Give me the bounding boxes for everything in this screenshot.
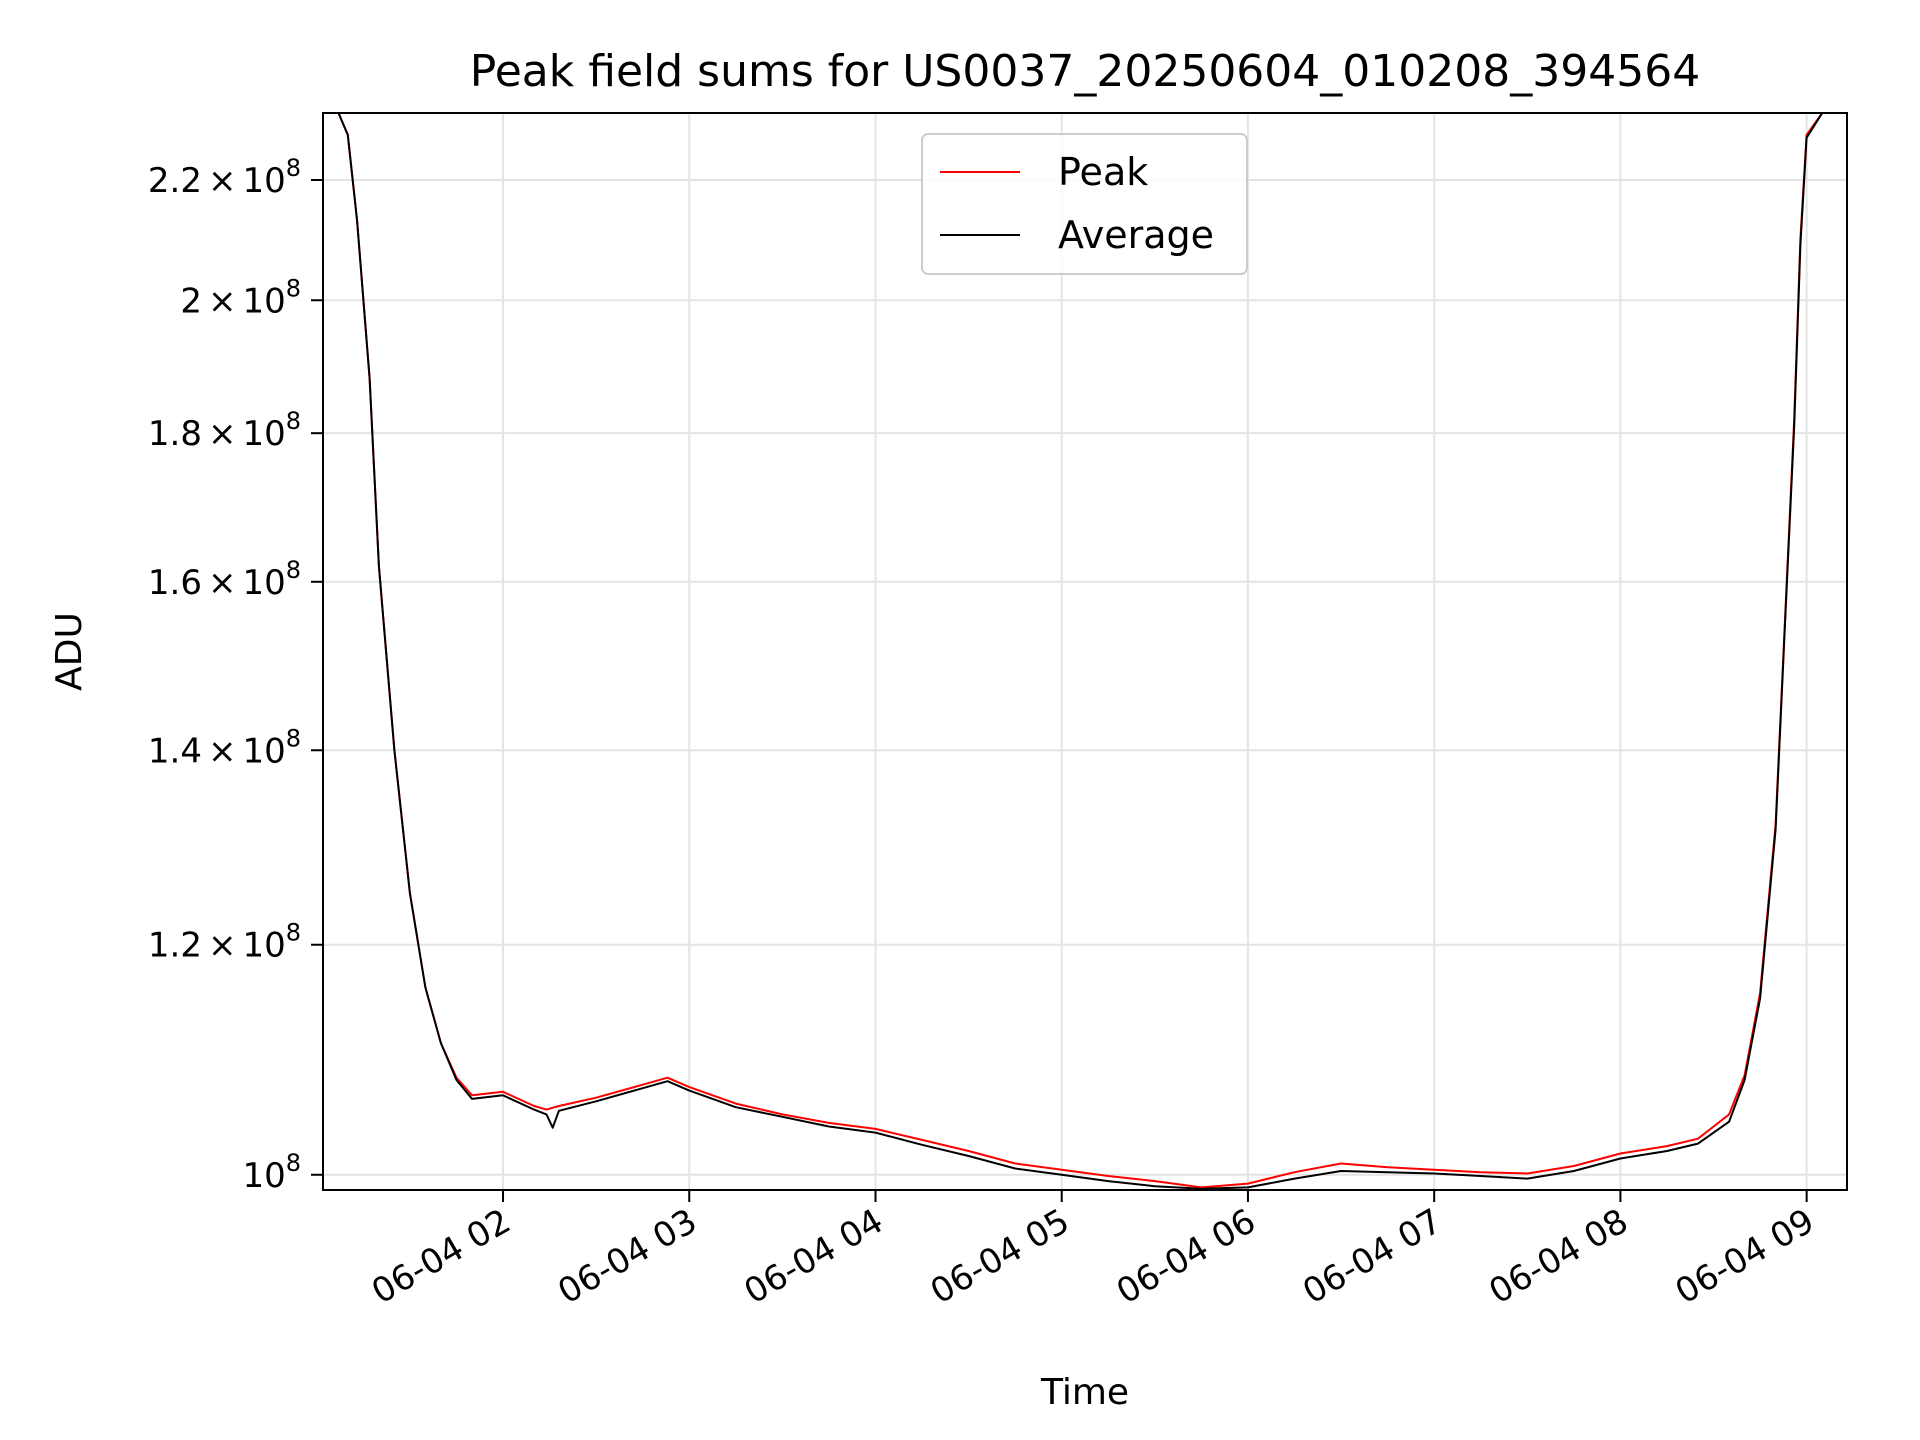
legend-label: Peak [1058, 150, 1148, 194]
y-tick-base: 10 [242, 926, 285, 966]
y-tick-base: 10 [242, 414, 285, 454]
y-tick-mantissa: 1.4 [148, 731, 202, 771]
series-line-average [323, 113, 1847, 1190]
y-tick-exponent: 8 [286, 556, 301, 584]
y-tick-base: 10 [242, 731, 285, 771]
y-tick-mantissa: 2.2 [148, 161, 202, 201]
y-tick-exponent: 8 [286, 154, 301, 182]
y-tick-exponent: 8 [286, 724, 301, 752]
y-tick-times: × [208, 161, 237, 201]
y-tick-label: 1.8 × 108 [148, 407, 301, 454]
y-tick-exponent: 8 [286, 407, 301, 435]
y-tick-label: 1.4 × 108 [148, 724, 301, 771]
y-tick-mantissa: 2 [180, 281, 202, 321]
y-tick-times: × [208, 926, 237, 966]
y-tick-base: 10 [242, 281, 285, 321]
y-tick-exponent: 8 [286, 1149, 301, 1177]
y-tick-label: 2.2 × 108 [148, 154, 301, 201]
y-tick-label: 1.6 × 108 [148, 556, 301, 603]
axes-frame [322, 112, 1848, 1191]
y-tick-mantissa: 1.2 [148, 926, 202, 966]
y-tick-base: 10 [242, 1156, 285, 1196]
y-tick-base: 10 [242, 161, 285, 201]
y-tick-exponent: 8 [286, 274, 301, 302]
legend-label: Average [1058, 213, 1214, 257]
y-axis-label: ADU [49, 612, 90, 691]
y-tick-mantissa: 1.8 [148, 414, 202, 454]
y-tick-times: × [208, 414, 237, 454]
y-tick-label: 108 [242, 1149, 301, 1196]
x-axis-label: Time [1040, 1372, 1129, 1413]
y-tick-mantissa: 1.6 [148, 563, 202, 603]
plot-area [323, 113, 1847, 1190]
y-tick-times: × [208, 731, 237, 771]
y-tick-base: 10 [242, 563, 285, 603]
y-tick-label: 2 × 108 [180, 274, 301, 321]
y-tick-times: × [208, 563, 237, 603]
y-tick-times: × [208, 281, 237, 321]
y-tick-label: 1.2 × 108 [148, 919, 301, 966]
y-tick-exponent: 8 [286, 919, 301, 947]
legend-box [921, 133, 1248, 275]
legend: Peak Average [921, 133, 1248, 275]
chart-title: Peak field sums for US0037_20250604_0102… [470, 46, 1700, 97]
